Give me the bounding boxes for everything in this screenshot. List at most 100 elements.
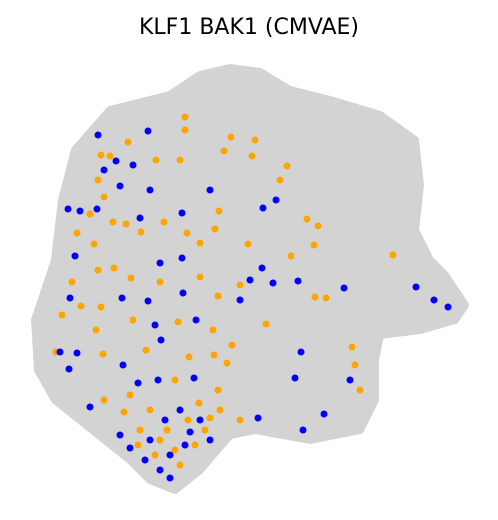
- point: [146, 186, 154, 194]
- point: [174, 318, 182, 326]
- point: [94, 176, 102, 184]
- point: [236, 416, 244, 424]
- point: [66, 294, 74, 302]
- point: [340, 284, 348, 292]
- point: [303, 215, 311, 223]
- point: [118, 294, 126, 302]
- point: [65, 365, 73, 373]
- point: [92, 326, 100, 334]
- point: [206, 414, 214, 422]
- point: [251, 136, 259, 144]
- point: [137, 228, 145, 236]
- point: [430, 296, 438, 304]
- point: [171, 446, 179, 454]
- point: [142, 346, 150, 354]
- point: [236, 281, 244, 289]
- point: [163, 426, 171, 434]
- point: [126, 444, 134, 452]
- point: [186, 428, 194, 436]
- point: [116, 431, 124, 439]
- point: [166, 474, 174, 482]
- point: [99, 350, 107, 358]
- point: [90, 240, 98, 248]
- point: [184, 416, 192, 424]
- point: [196, 239, 204, 247]
- point: [299, 426, 307, 434]
- point: [181, 113, 189, 121]
- point: [178, 254, 186, 262]
- point: [171, 376, 179, 384]
- point: [176, 461, 184, 469]
- point: [351, 361, 359, 369]
- point: [71, 252, 79, 260]
- point: [156, 259, 164, 267]
- point: [97, 151, 105, 159]
- point: [236, 296, 244, 304]
- point: [86, 210, 94, 218]
- point: [127, 274, 135, 282]
- point: [262, 320, 270, 328]
- point: [211, 225, 219, 233]
- point: [120, 408, 128, 416]
- point: [157, 336, 165, 344]
- point: [119, 361, 127, 369]
- point: [272, 196, 280, 204]
- point: [161, 416, 169, 424]
- point: [254, 414, 262, 422]
- point: [248, 152, 256, 160]
- point: [100, 193, 108, 201]
- point: [122, 220, 130, 228]
- point: [93, 205, 101, 213]
- point: [190, 374, 198, 382]
- point: [94, 266, 102, 274]
- point: [141, 456, 149, 464]
- point: [297, 348, 305, 356]
- point: [144, 297, 152, 305]
- point: [209, 326, 217, 334]
- point: [134, 379, 142, 387]
- point: [176, 156, 184, 164]
- point: [276, 176, 284, 184]
- point: [291, 374, 299, 382]
- point: [206, 186, 214, 194]
- point: [206, 436, 214, 444]
- point: [314, 222, 322, 230]
- point: [166, 451, 174, 459]
- point: [196, 416, 204, 424]
- point: [389, 251, 397, 259]
- point: [228, 341, 236, 349]
- point: [214, 386, 222, 394]
- point: [294, 277, 302, 285]
- point: [356, 386, 364, 394]
- point: [151, 451, 159, 459]
- point: [192, 316, 200, 324]
- point: [97, 303, 105, 311]
- point: [283, 162, 291, 170]
- point: [181, 441, 189, 449]
- point: [258, 264, 266, 272]
- point: [246, 276, 254, 284]
- point: [144, 127, 152, 135]
- point: [64, 205, 72, 213]
- point: [214, 292, 222, 300]
- point: [154, 376, 162, 384]
- point: [185, 353, 193, 361]
- point: [146, 436, 154, 444]
- point: [156, 278, 164, 286]
- point: [106, 152, 114, 160]
- point: [151, 321, 159, 329]
- point: [201, 426, 209, 434]
- point: [181, 126, 189, 134]
- point: [179, 289, 187, 297]
- point: [152, 156, 160, 164]
- point: [73, 229, 81, 237]
- point: [227, 133, 235, 141]
- point: [146, 406, 154, 414]
- point: [73, 349, 81, 357]
- point: [134, 441, 142, 449]
- point: [136, 214, 144, 222]
- point: [124, 138, 132, 146]
- point: [310, 241, 318, 249]
- point: [216, 406, 224, 414]
